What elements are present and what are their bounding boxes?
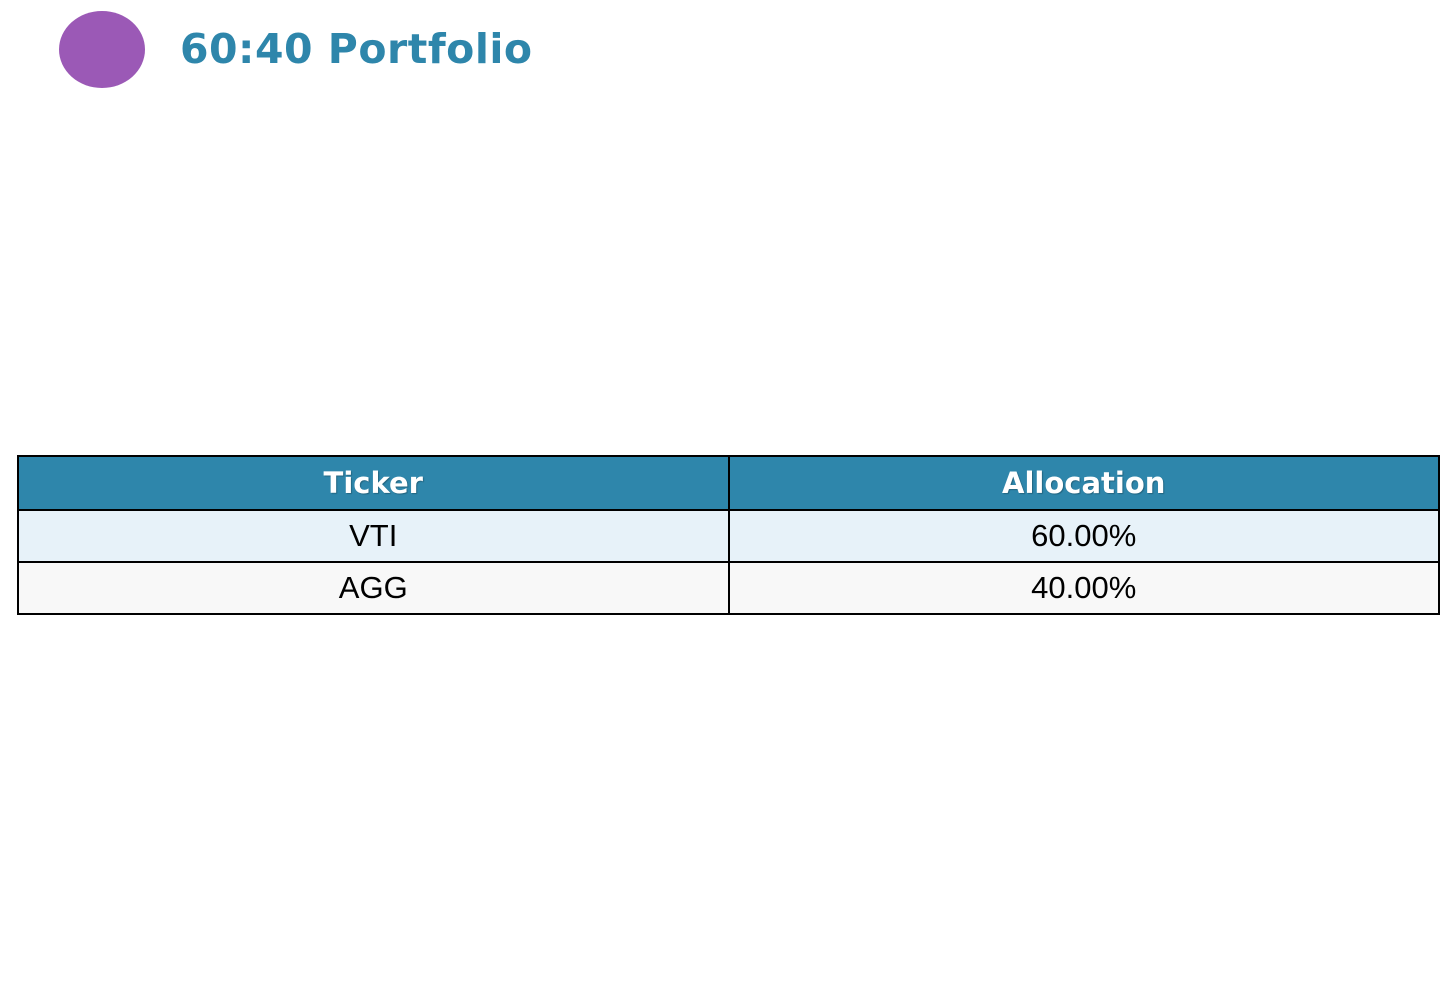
ticker-cell: AGG bbox=[17, 561, 730, 615]
allocation-table: Ticker Allocation VTI 60.00% AGG 40.00% bbox=[17, 455, 1440, 615]
page-title: 60:40 Portfolio bbox=[180, 24, 533, 73]
table-row: AGG 40.00% bbox=[17, 561, 1440, 615]
header: 60:40 Portfolio bbox=[59, 11, 533, 88]
allocation-cell: 60.00% bbox=[727, 509, 1440, 563]
ticker-cell: VTI bbox=[17, 509, 730, 563]
column-header-allocation: Allocation bbox=[727, 455, 1440, 511]
allocation-cell: 40.00% bbox=[727, 561, 1440, 615]
table-header-row: Ticker Allocation bbox=[17, 455, 1440, 511]
table-row: VTI 60.00% bbox=[17, 509, 1440, 563]
column-header-ticker: Ticker bbox=[17, 455, 730, 511]
logo-ellipse bbox=[59, 11, 145, 88]
